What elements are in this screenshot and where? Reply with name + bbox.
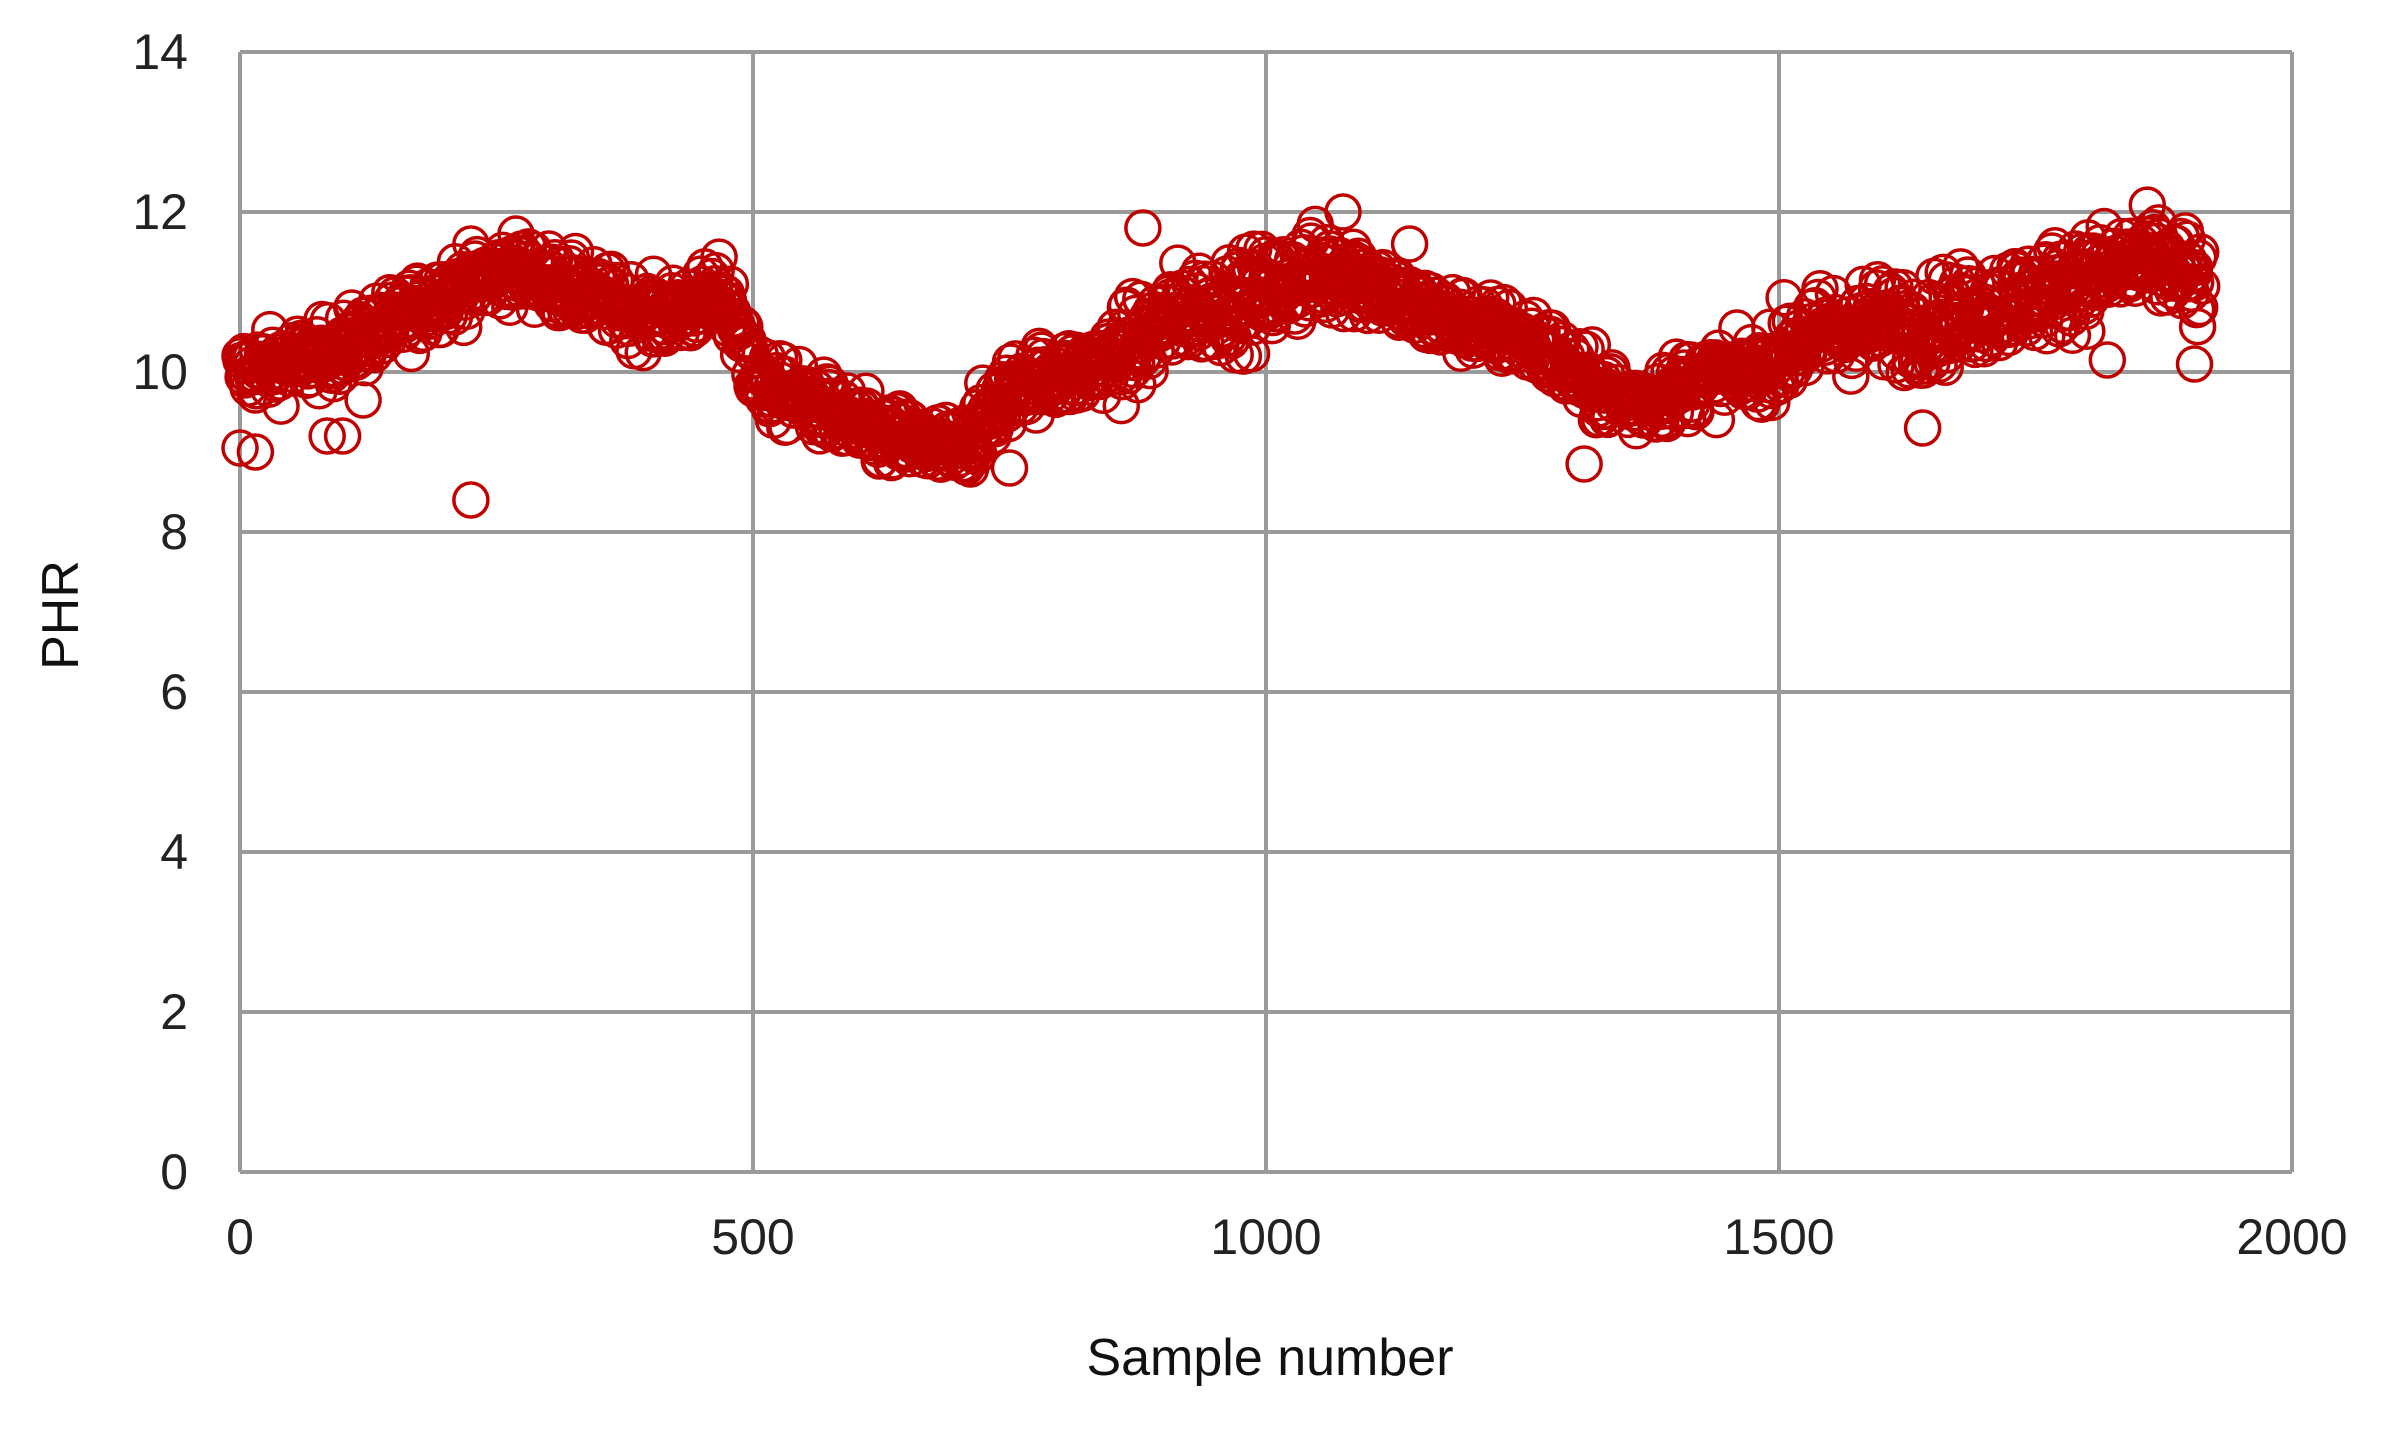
y-tick-label: 4 (160, 824, 188, 880)
grid (240, 52, 2292, 1172)
y-tick-label: 8 (160, 504, 188, 560)
y-tick-labels: 0 2 4 6 8 10 12 14 (132, 24, 188, 1200)
x-tick-label: 1000 (1210, 1209, 1321, 1265)
y-tick-label: 12 (132, 184, 188, 240)
data-point (993, 451, 1027, 485)
x-tick-label: 2000 (2236, 1209, 2347, 1265)
data-point (2178, 347, 2212, 381)
y-axis-title: PHR (32, 560, 90, 670)
y-tick-label: 14 (132, 24, 188, 80)
x-tick-labels: 0 500 1000 1500 2000 (226, 1209, 2348, 1265)
y-tick-label: 0 (160, 1144, 188, 1200)
x-tick-label: 0 (226, 1209, 254, 1265)
x-tick-label: 1500 (1723, 1209, 1834, 1265)
x-axis-title: Sample number (1086, 1329, 1453, 1387)
data-point (454, 483, 488, 517)
y-tick-label: 10 (132, 344, 188, 400)
data-point (1126, 211, 1160, 245)
data-point (1393, 227, 1427, 261)
y-tick-label: 2 (160, 984, 188, 1040)
data-point (346, 383, 380, 417)
data-point (1567, 447, 1601, 481)
y-tick-label: 6 (160, 664, 188, 720)
x-tick-label: 500 (711, 1209, 794, 1265)
data-point (1906, 411, 1940, 445)
data-points (223, 188, 2219, 517)
